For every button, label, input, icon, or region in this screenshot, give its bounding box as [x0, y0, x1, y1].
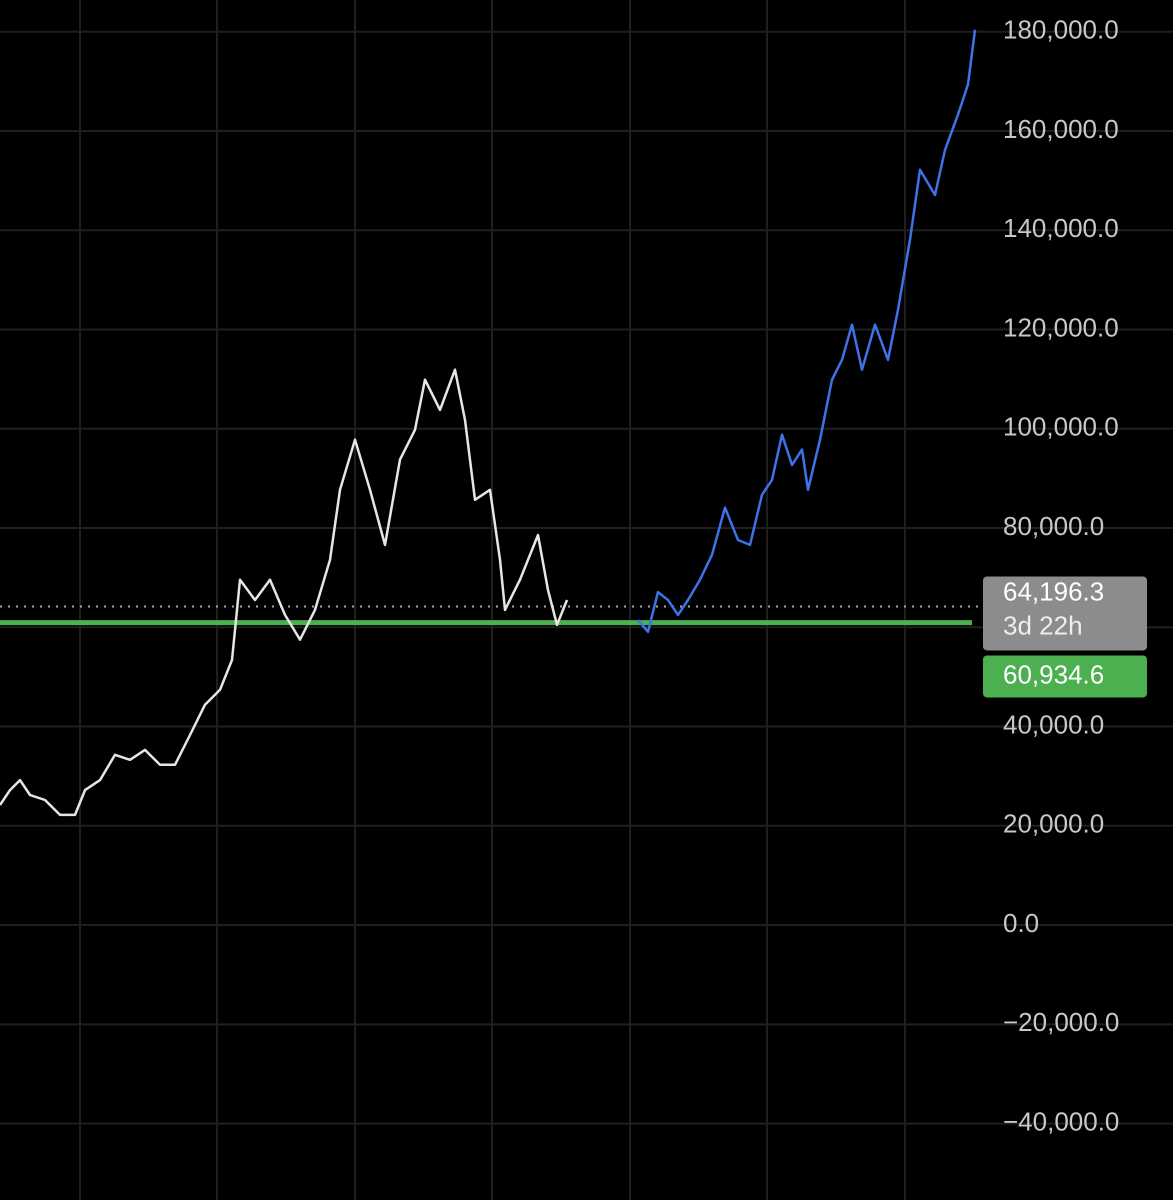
- y-tick-label: 180,000.0: [1003, 15, 1119, 45]
- countdown-label: 3d 22h: [1003, 610, 1083, 640]
- y-tick-label: 80,000.0: [1003, 511, 1104, 541]
- level-label: 60,934.6: [1003, 659, 1104, 689]
- y-tick-label: 140,000.0: [1003, 213, 1119, 243]
- last-price-badge: [983, 576, 1147, 651]
- y-tick-label: 100,000.0: [1003, 412, 1119, 442]
- y-tick-label: 20,000.0: [1003, 809, 1104, 839]
- y-tick-label: 160,000.0: [1003, 114, 1119, 144]
- y-tick-label: 120,000.0: [1003, 312, 1119, 342]
- level-badge: [983, 655, 1147, 698]
- last-price-label: 64,196.3: [1003, 576, 1104, 606]
- y-tick-label: −40,000.0: [1003, 1106, 1119, 1136]
- price-line: [0, 368, 569, 817]
- y-tick-label: 0.0: [1003, 908, 1039, 938]
- price-line: [637, 29, 977, 634]
- y-tick-label: 40,000.0: [1003, 709, 1104, 739]
- y-tick-label: −20,000.0: [1003, 1007, 1119, 1037]
